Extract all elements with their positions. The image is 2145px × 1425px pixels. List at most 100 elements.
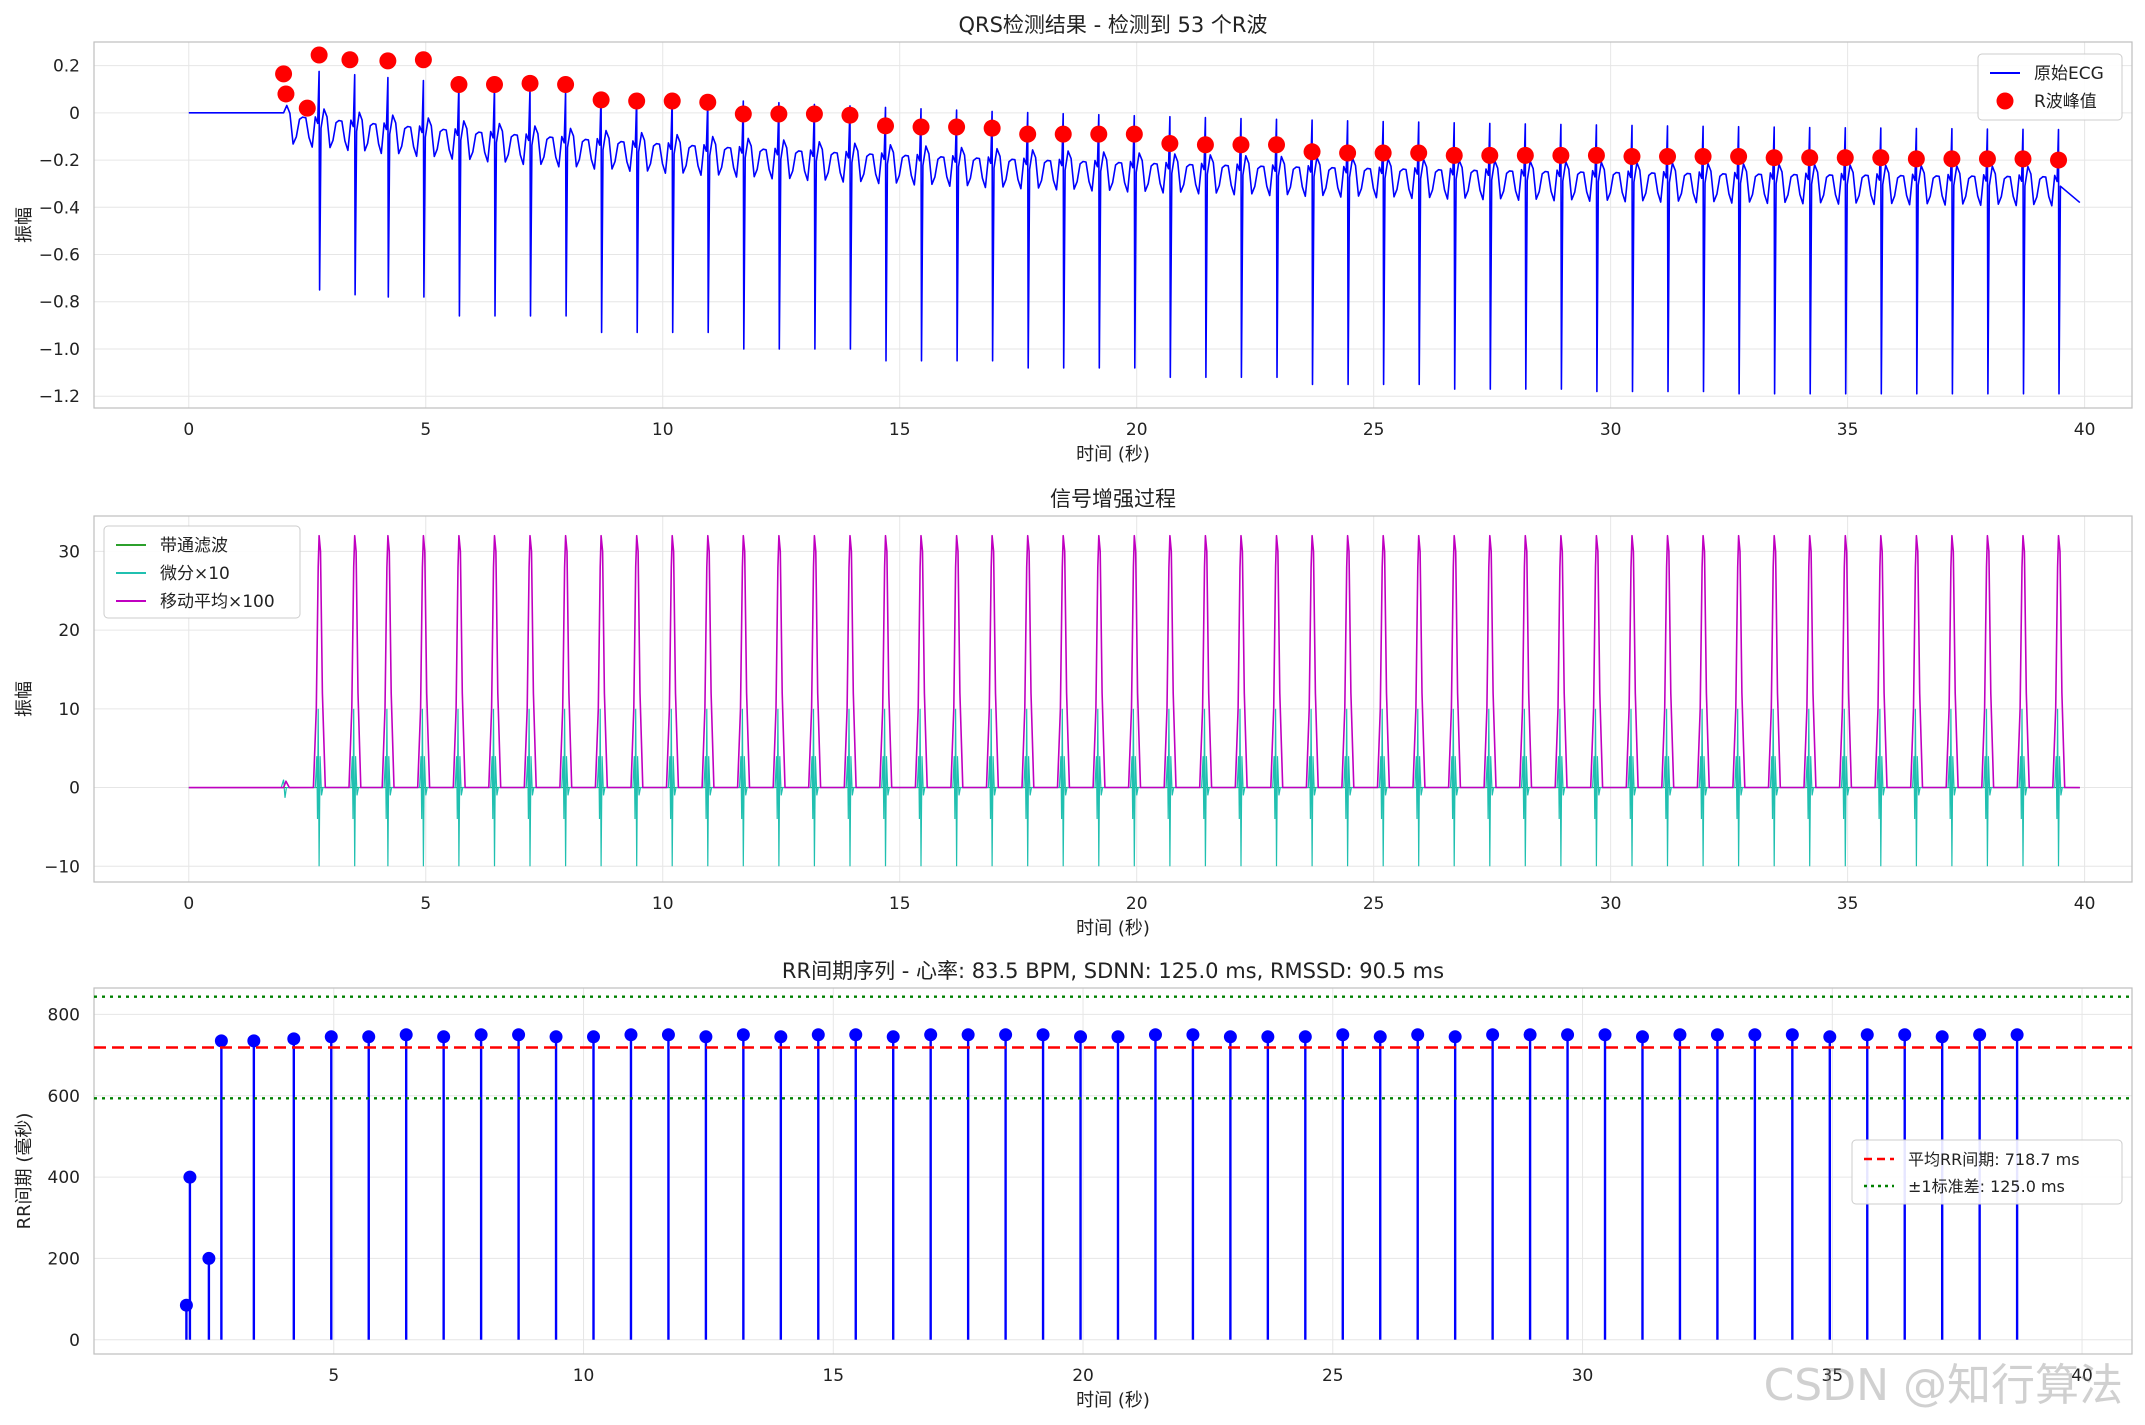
- rr-marker: [247, 1034, 261, 1048]
- rr-marker: [549, 1030, 563, 1044]
- y-tick-label: 30: [58, 542, 80, 562]
- rr-marker: [437, 1030, 451, 1044]
- rr-marker: [362, 1030, 376, 1044]
- r-peak-marker: [1552, 146, 1570, 164]
- rr-marker: [324, 1030, 338, 1044]
- rr-marker: [587, 1030, 601, 1044]
- r-peak-marker: [310, 46, 328, 64]
- y-tick-label: −10: [44, 857, 80, 877]
- x-tick-label: 15: [889, 420, 911, 440]
- r-peak-marker: [770, 105, 788, 123]
- r-peak-marker: [485, 76, 503, 94]
- y-tick-label: 800: [48, 1005, 80, 1025]
- r-peak-marker: [983, 119, 1001, 137]
- r-peak-marker: [379, 52, 397, 70]
- rr-marker: [1111, 1030, 1125, 1044]
- rr-marker: [1710, 1028, 1724, 1042]
- legend-swatch-rpeak: [1996, 92, 2014, 110]
- x-tick-label: 30: [1572, 1366, 1594, 1386]
- r-peak-marker: [1801, 149, 1819, 167]
- r-peak-marker: [841, 106, 859, 124]
- rr-marker: [1336, 1028, 1350, 1042]
- r-peak-marker: [1907, 150, 1925, 168]
- r-peak-marker: [277, 85, 295, 103]
- x-tick-label: 40: [2071, 1366, 2093, 1386]
- r-peak-marker: [1445, 146, 1463, 164]
- legend-label: 带通滤波: [160, 536, 228, 556]
- y-tick-label: 0: [69, 779, 80, 799]
- x-tick-label: 15: [889, 894, 911, 914]
- r-peak-marker: [663, 92, 681, 110]
- y-tick-label: −0.6: [39, 246, 80, 266]
- rr-marker: [202, 1251, 216, 1265]
- y-tick-label: 0.2: [53, 57, 80, 77]
- x-tick-label: 30: [1600, 420, 1622, 440]
- r-peak-marker: [805, 105, 823, 123]
- rr-marker: [1785, 1028, 1799, 1042]
- rr-marker: [1561, 1028, 1575, 1042]
- axes-frame: [93, 515, 2133, 883]
- x-tick-label: 35: [1821, 1366, 1843, 1386]
- r-peak-marker: [1090, 125, 1108, 143]
- rr-marker: [512, 1028, 526, 1042]
- legend-label-ecg: 原始ECG: [2034, 64, 2104, 84]
- r-peak-marker: [912, 118, 930, 136]
- rr-marker: [287, 1032, 301, 1046]
- rr-marker: [1148, 1028, 1162, 1042]
- r-peak-marker: [275, 65, 293, 83]
- rr-marker: [474, 1028, 488, 1042]
- r-peak-marker: [2050, 151, 2068, 169]
- x-axis-label: 时间 (秒): [1076, 918, 1150, 939]
- r-peak-marker: [1730, 148, 1748, 166]
- r-peak-marker: [414, 51, 432, 69]
- x-axis-label: 时间 (秒): [1076, 1390, 1150, 1411]
- rr-marker: [736, 1028, 750, 1042]
- r-peak-marker: [628, 92, 646, 110]
- r-peak-marker: [450, 76, 468, 94]
- rr-marker: [961, 1028, 975, 1042]
- rr-marker: [183, 1170, 197, 1184]
- x-tick-label: 20: [1126, 894, 1148, 914]
- rr-marker: [1823, 1030, 1837, 1044]
- axes-frame: [93, 41, 2133, 409]
- y-tick-label: −1.0: [39, 340, 80, 360]
- r-peak-marker: [1374, 144, 1392, 162]
- r-peak-marker: [1019, 125, 1037, 143]
- legend-box: [1977, 53, 2123, 121]
- x-tick-label: 20: [1072, 1366, 1094, 1386]
- x-tick-label: 10: [652, 894, 674, 914]
- x-tick-label: 35: [1837, 894, 1859, 914]
- rr-marker: [624, 1028, 638, 1042]
- r-peak-marker: [1161, 135, 1179, 153]
- x-tick-label: 10: [573, 1366, 595, 1386]
- x-tick-label: 15: [822, 1366, 844, 1386]
- r-peak-marker: [1659, 148, 1677, 166]
- x-tick-label: 5: [420, 420, 431, 440]
- r-peak-marker: [1054, 125, 1072, 143]
- chart-title: 信号增强过程: [1050, 487, 1176, 511]
- legend-label: 微分×10: [160, 564, 230, 584]
- axes-frame: [93, 987, 2133, 1355]
- r-peak-marker: [948, 118, 966, 136]
- y-tick-label: −0.2: [39, 151, 80, 171]
- x-tick-label: 10: [652, 420, 674, 440]
- legend-label-rpeak: R波峰值: [2034, 92, 2097, 112]
- r-peak-marker: [557, 76, 575, 94]
- rr-marker: [1523, 1028, 1537, 1042]
- y-tick-label: −1.2: [39, 387, 80, 407]
- rr-marker: [924, 1028, 938, 1042]
- watermark-text: CSDN @知行算法: [1763, 1360, 2123, 1411]
- rr-marker: [1673, 1028, 1687, 1042]
- x-tick-label: 35: [1837, 420, 1859, 440]
- r-peak-marker: [521, 74, 539, 92]
- x-tick-label: 0: [183, 894, 194, 914]
- rr-marker: [1860, 1028, 1874, 1042]
- chart-title: QRS检测结果 - 检测到 53 个R波: [958, 13, 1267, 37]
- y-tick-label: 600: [48, 1087, 80, 1107]
- y-tick-label: 10: [58, 700, 80, 720]
- rr-marker: [1186, 1028, 1200, 1042]
- r-peak-marker: [1872, 149, 1890, 167]
- x-tick-label: 25: [1363, 420, 1385, 440]
- r-peak-marker: [592, 91, 610, 109]
- r-peak-marker: [1125, 125, 1143, 143]
